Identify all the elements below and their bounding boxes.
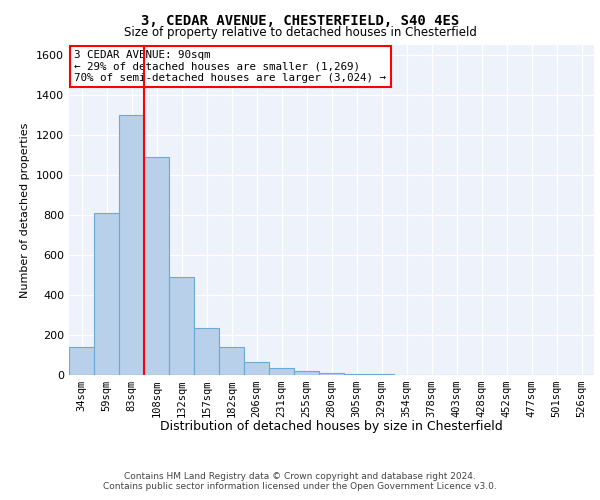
Text: 3 CEDAR AVENUE: 90sqm
← 29% of detached houses are smaller (1,269)
70% of semi-d: 3 CEDAR AVENUE: 90sqm ← 29% of detached …	[74, 50, 386, 83]
Text: Size of property relative to detached houses in Chesterfield: Size of property relative to detached ho…	[124, 26, 476, 39]
Bar	[344, 374, 369, 375]
Text: Contains HM Land Registry data © Crown copyright and database right 2024.: Contains HM Land Registry data © Crown c…	[124, 472, 476, 481]
Bar	[69, 347, 94, 375]
Bar	[244, 362, 269, 375]
Bar	[269, 368, 294, 375]
Bar	[144, 157, 169, 375]
Text: Contains public sector information licensed under the Open Government Licence v3: Contains public sector information licen…	[103, 482, 497, 491]
Text: 3, CEDAR AVENUE, CHESTERFIELD, S40 4ES: 3, CEDAR AVENUE, CHESTERFIELD, S40 4ES	[141, 14, 459, 28]
Bar	[319, 373, 344, 375]
Bar	[294, 371, 319, 375]
Y-axis label: Number of detached properties: Number of detached properties	[20, 122, 31, 298]
Bar	[194, 328, 219, 375]
Bar	[369, 374, 394, 375]
Bar	[169, 277, 194, 375]
X-axis label: Distribution of detached houses by size in Chesterfield: Distribution of detached houses by size …	[160, 420, 503, 433]
Bar	[219, 347, 244, 375]
Bar	[94, 213, 119, 375]
Bar	[119, 115, 144, 375]
